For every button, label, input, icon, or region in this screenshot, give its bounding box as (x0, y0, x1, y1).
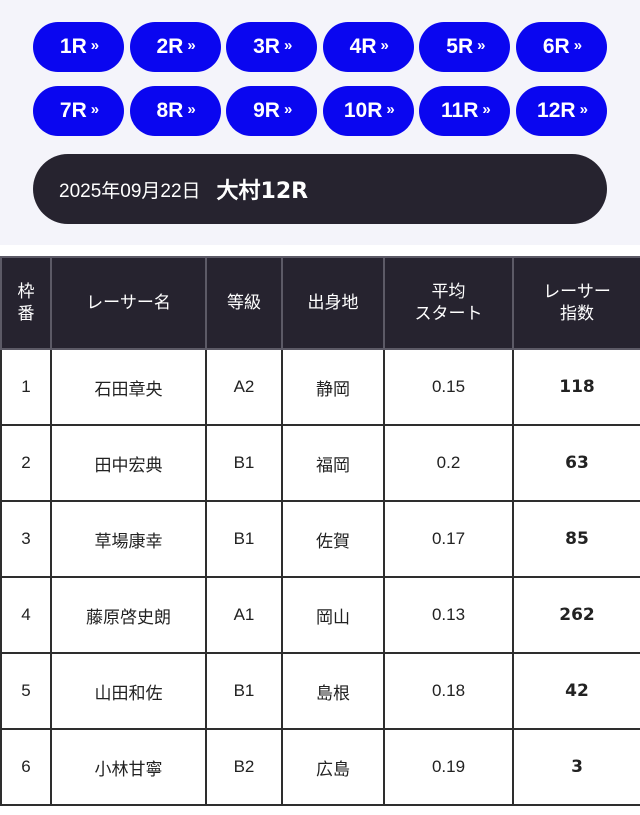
double-chevron-right-icon: » (187, 100, 195, 118)
header-waku-line1: 枠 (17, 282, 35, 302)
race-button-label: 12R (537, 99, 576, 122)
header-waku-line2: 番 (17, 304, 35, 324)
double-chevron-right-icon: » (90, 100, 99, 118)
race-header: 2025年09月22日 大村12R (33, 154, 607, 224)
race-button-label: 11R (441, 99, 479, 122)
double-chevron-right-icon: » (482, 100, 490, 118)
waku-number: 6 (0, 728, 52, 806)
racer-index: 85 (512, 500, 640, 578)
table-row: 1 石田章央 A2 静岡 0.15 118 (0, 348, 640, 426)
race-button-7r[interactable]: 7R» (33, 86, 124, 136)
header-index-line2: 指数 (560, 304, 594, 324)
race-button-10r[interactable]: 10R» (322, 86, 414, 136)
header-waku: 枠番 (0, 256, 52, 350)
race-button-5r[interactable]: 5R» (419, 22, 511, 72)
race-button-8r[interactable]: 8R» (129, 86, 221, 136)
avg-start: 0.15 (383, 348, 514, 426)
racer-hometown: 島根 (281, 652, 385, 730)
header-racer-name: レーサー名 (50, 256, 207, 350)
waku-number: 1 (0, 348, 52, 426)
avg-start: 0.2 (383, 424, 514, 502)
racer-name: 草場康幸 (50, 500, 207, 578)
race-button-label: 4R (349, 35, 377, 58)
race-button-2r[interactable]: 2R» (129, 22, 221, 72)
double-chevron-right-icon: » (187, 36, 195, 54)
double-chevron-right-icon: » (283, 36, 292, 54)
race-button-label: 7R (59, 99, 87, 122)
racer-index: 63 (512, 424, 640, 502)
racer-grade: B1 (205, 424, 283, 502)
header-racer-index: レーサー 指数 (512, 256, 640, 350)
double-chevron-right-icon: » (380, 36, 389, 54)
header-avg-start-line2: スタート (414, 304, 483, 324)
race-button-label: 6R (542, 35, 570, 58)
race-venue-title: 大村12R (216, 179, 309, 204)
racer-hometown: 岡山 (281, 576, 385, 654)
race-button-label: 1R (59, 35, 87, 58)
table-row: 4 藤原啓史朗 A1 岡山 0.13 262 (0, 576, 640, 654)
race-button-4r[interactable]: 4R» (322, 22, 414, 72)
racer-index: 42 (512, 652, 640, 730)
table-row: 6 小林甘寧 B2 広島 0.19 3 (0, 728, 640, 806)
racer-name: 山田和佐 (50, 652, 207, 730)
racer-hometown: 静岡 (281, 348, 385, 426)
racer-index: 262 (512, 576, 640, 654)
race-button-label: 9R (253, 99, 280, 122)
table-row: 5 山田和佐 B1 島根 0.18 42 (0, 652, 640, 730)
header-avg-start: 平均 スタート (383, 256, 514, 350)
double-chevron-right-icon: » (579, 100, 588, 118)
racer-name: 田中宏典 (50, 424, 207, 502)
waku-number: 3 (0, 500, 52, 578)
racer-grade: B2 (205, 728, 283, 806)
race-button-label: 10R (343, 99, 383, 122)
racer-hometown: 佐賀 (281, 500, 385, 578)
avg-start: 0.19 (383, 728, 514, 806)
racer-hometown: 広島 (281, 728, 385, 806)
race-button-label: 3R (253, 35, 280, 58)
header-index-line1: レーサー (543, 282, 611, 302)
header-hometown: 出身地 (281, 256, 385, 350)
header-grade: 等級 (205, 256, 283, 350)
header-avg-start-line1: 平均 (431, 282, 466, 302)
race-button-label: 2R (156, 35, 184, 58)
racer-index: 3 (512, 728, 640, 806)
racer-name: 小林甘寧 (50, 728, 207, 806)
table-row: 2 田中宏典 B1 福岡 0.2 63 (0, 424, 640, 502)
race-button-label: 5R (446, 35, 474, 58)
race-date: 2025年09月22日 (59, 180, 201, 202)
racer-name: 石田章央 (50, 348, 207, 426)
race-button-9r[interactable]: 9R» (226, 86, 318, 136)
double-chevron-right-icon: » (283, 100, 292, 118)
race-selector: 1R» 2R» 3R» 4R» 5R» 6R» 7R» 8R» 9R» 10R»… (33, 22, 607, 136)
racer-hometown: 福岡 (281, 424, 385, 502)
double-chevron-right-icon: » (90, 36, 99, 54)
race-button-1r[interactable]: 1R» (33, 22, 124, 72)
race-button-label: 8R (156, 99, 184, 122)
waku-number: 4 (0, 576, 52, 654)
double-chevron-right-icon: » (573, 36, 582, 54)
waku-number: 2 (0, 424, 52, 502)
race-button-11r[interactable]: 11R» (419, 86, 511, 136)
table-row: 3 草場康幸 B1 佐賀 0.17 85 (0, 500, 640, 578)
double-chevron-right-icon: » (386, 100, 394, 118)
racer-grade: B1 (205, 500, 283, 578)
racer-grade: A2 (205, 348, 283, 426)
avg-start: 0.18 (383, 652, 514, 730)
race-button-6r[interactable]: 6R» (515, 22, 607, 72)
race-button-12r[interactable]: 12R» (515, 86, 607, 136)
double-chevron-right-icon: » (477, 36, 485, 54)
racer-grade: A1 (205, 576, 283, 654)
racer-index: 118 (512, 348, 640, 426)
waku-number: 5 (0, 652, 52, 730)
table-header-row: 枠番 レーサー名 等級 出身地 平均 スタート レーサー 指数 (0, 256, 640, 350)
avg-start: 0.13 (383, 576, 514, 654)
avg-start: 0.17 (383, 500, 514, 578)
racer-grade: B1 (205, 652, 283, 730)
racer-table: 枠番 レーサー名 等級 出身地 平均 スタート レーサー 指数 1 石田章央 A2 … (0, 256, 640, 806)
race-button-3r[interactable]: 3R» (226, 22, 318, 72)
racer-name: 藤原啓史朗 (50, 576, 207, 654)
